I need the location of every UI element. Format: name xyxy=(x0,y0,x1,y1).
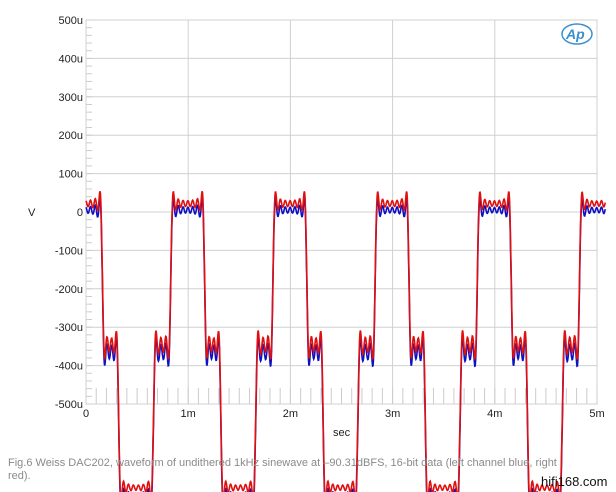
y-tick-label: 100u xyxy=(59,169,83,181)
watermark: hifi168.com xyxy=(541,474,608,489)
y-tick-label: 400u xyxy=(59,53,83,65)
x-tick-label: 5m xyxy=(589,408,604,420)
x-tick-label: 0 xyxy=(83,408,89,420)
y-tick-label: -300u xyxy=(55,322,83,334)
y-tick-label: -200u xyxy=(55,284,83,296)
figure-caption: Fig.6 Weiss DAC202, waveform of undither… xyxy=(8,457,557,482)
y-tick-label: 0 xyxy=(77,207,83,219)
x-tick-label: 3m xyxy=(385,408,400,420)
y-axis-label: V xyxy=(28,207,36,219)
x-tick-label: 2m xyxy=(283,408,298,420)
y-tick-label: 300u xyxy=(59,92,83,104)
y-tick-label: -400u xyxy=(55,361,83,373)
series-group xyxy=(85,190,606,492)
svg-text:Ap: Ap xyxy=(565,26,585,42)
y-tick-label: -500u xyxy=(55,399,83,411)
y-tick-label: 500u xyxy=(59,15,83,27)
y-tick-label: 200u xyxy=(59,130,83,142)
series-line-right-channel xyxy=(85,190,606,492)
y-tick-label: -100u xyxy=(55,245,83,257)
x-tick-label: 4m xyxy=(487,408,502,420)
x-tick-label: 1m xyxy=(181,408,196,420)
axes: 500u 400u 300u 200u 100u 0 -100u -200u -300u -400… xyxy=(55,15,605,420)
ap-logo: Ap xyxy=(561,23,593,45)
x-axis-label: sec xyxy=(333,427,351,439)
